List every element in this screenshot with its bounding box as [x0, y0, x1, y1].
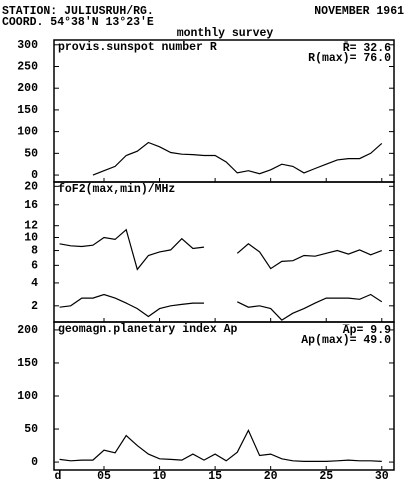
x-tick-label: 20	[264, 470, 278, 480]
y-tick-label: 300	[17, 39, 38, 52]
x-tick-label: 10	[153, 470, 167, 480]
panel-stat: Ap(max)= 49.0	[301, 334, 391, 347]
y-tick-label: 0	[31, 456, 38, 469]
x-tick-label: 05	[97, 470, 111, 480]
y-tick-label: 250	[17, 61, 38, 74]
series-line	[59, 228, 383, 271]
coord: COORD. 54°38'N 13°23'E	[2, 16, 154, 29]
y-tick-label: 150	[17, 357, 38, 370]
y-tick-label: 100	[17, 390, 38, 403]
y-tick-label: 0	[31, 169, 38, 182]
y-tick-label: 6	[31, 259, 38, 272]
panel-stat: R̄= 32.6	[343, 42, 391, 55]
series-line	[59, 429, 382, 462]
subtitle: monthly survey	[177, 27, 274, 40]
y-tick-label: 12	[24, 220, 38, 233]
y-tick-label: 16	[24, 199, 38, 212]
y-tick-label: 10	[24, 232, 38, 245]
y-tick-label: 4	[31, 277, 38, 290]
station: STATION: JULIUSRUH/RG.	[2, 5, 154, 18]
y-tick-label: 100	[17, 126, 38, 139]
x-tick-label: 30	[375, 470, 389, 480]
date: NOVEMBER 1961	[314, 5, 404, 18]
y-tick-label: 200	[17, 324, 38, 337]
y-tick-label: 150	[17, 104, 38, 117]
x-tick-label: 15	[208, 470, 222, 480]
panel-title: provis.sunspot number R	[58, 41, 217, 54]
panel-stat: R(max)= 76.0	[308, 52, 391, 65]
y-tick-label: 8	[31, 245, 38, 258]
panel-title: geomagn.planetary index Ap	[58, 323, 238, 336]
y-tick-label: 200	[17, 82, 38, 95]
y-tick-label: 50	[24, 423, 38, 436]
x-tick-label: 25	[319, 470, 333, 480]
y-tick-label: 2	[31, 300, 38, 313]
y-tick-label: 20	[24, 180, 38, 193]
y-tick-label: 50	[24, 147, 38, 160]
x-axis-label: d	[55, 470, 62, 480]
panel-stat: A̅p= 9.9	[342, 324, 391, 337]
series-line	[92, 141, 383, 176]
series-line	[59, 293, 383, 321]
panel-title: foF2(max,min)/MHz	[58, 183, 175, 196]
